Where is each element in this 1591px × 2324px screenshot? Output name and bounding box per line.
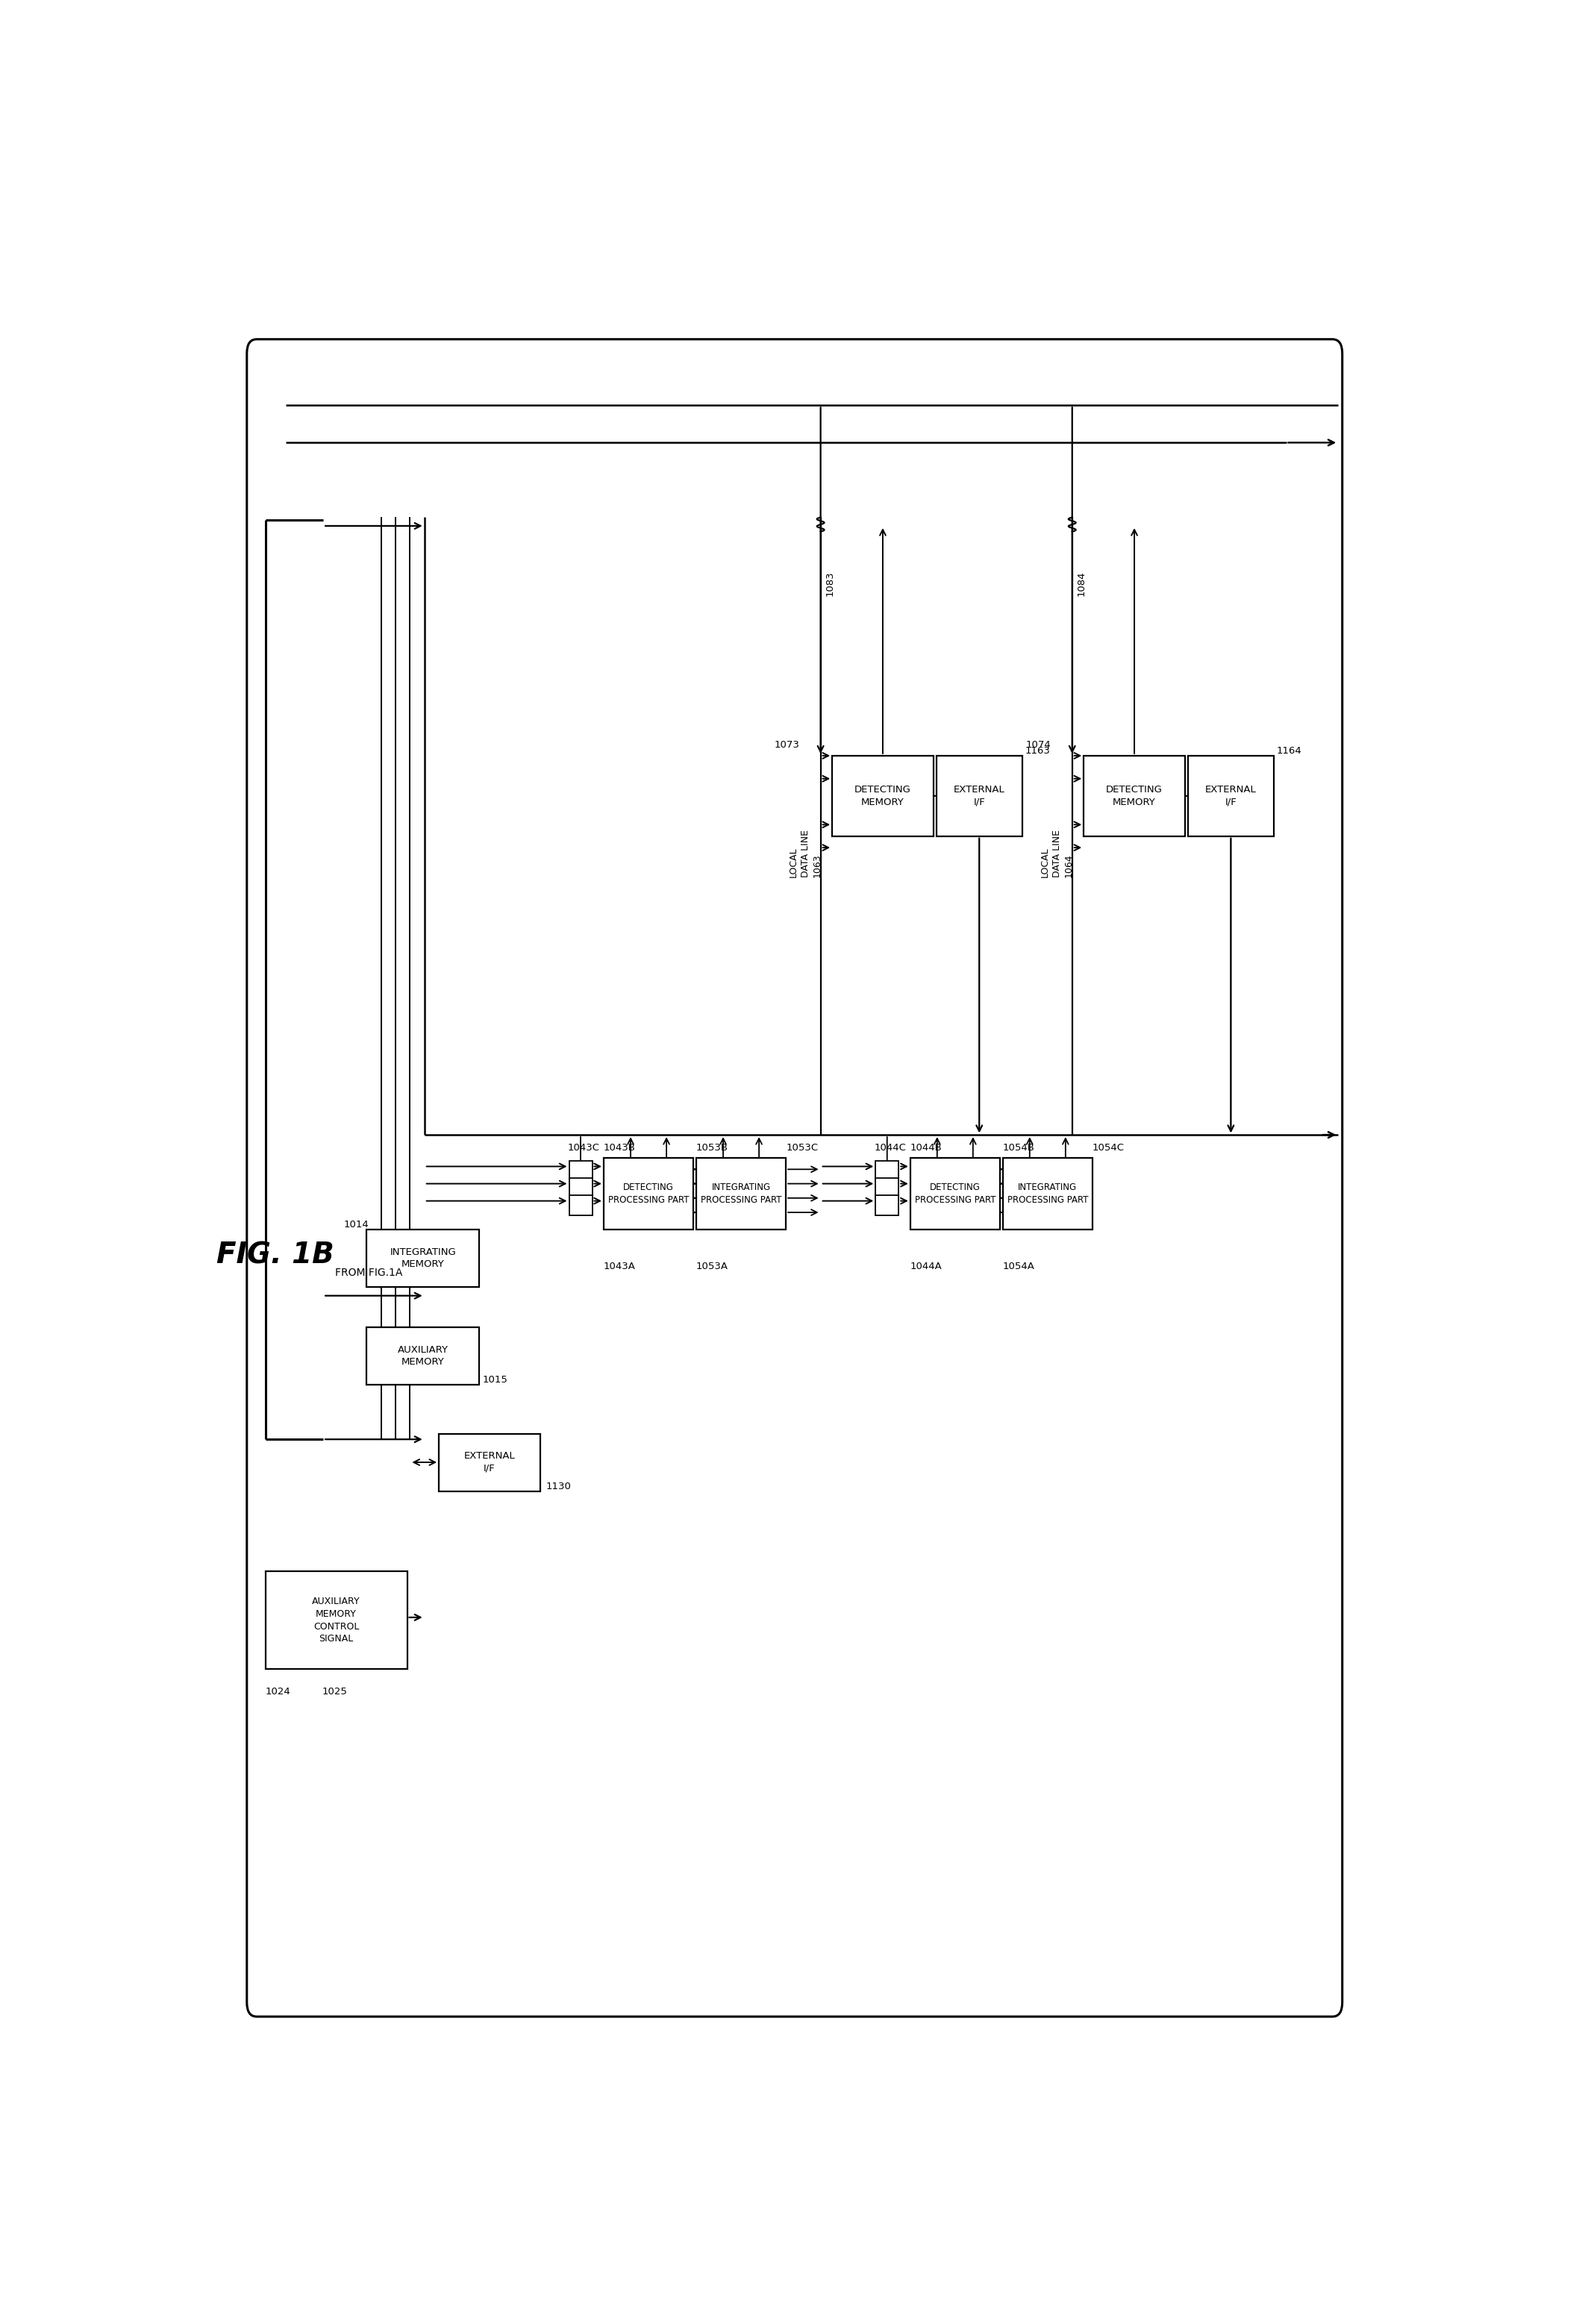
Text: 1164: 1164: [1276, 746, 1301, 755]
Bar: [603, 1157, 694, 1229]
Text: 1163: 1163: [1025, 746, 1050, 755]
Text: 1015: 1015: [482, 1376, 508, 1385]
Bar: [366, 1327, 479, 1385]
Bar: [1083, 755, 1185, 837]
Bar: [832, 755, 934, 837]
Bar: [1188, 755, 1274, 837]
Text: FIG. 1B: FIG. 1B: [216, 1241, 334, 1269]
Text: 1074: 1074: [1026, 741, 1052, 751]
Bar: [936, 755, 1023, 837]
Text: EXTERNAL
I/F: EXTERNAL I/F: [1206, 786, 1257, 806]
Bar: [875, 1160, 899, 1181]
Text: DETECTING
MEMORY: DETECTING MEMORY: [854, 786, 912, 806]
Text: 1024: 1024: [266, 1687, 291, 1697]
Text: LOCAL
DATA LINE
1063: LOCAL DATA LINE 1063: [789, 830, 823, 876]
Text: DETECTING
PROCESSING PART: DETECTING PROCESSING PART: [608, 1183, 689, 1204]
Bar: [570, 1178, 592, 1199]
Text: 1073: 1073: [775, 741, 800, 751]
Text: 1083: 1083: [826, 572, 835, 595]
Bar: [910, 1157, 999, 1229]
Text: 1054B: 1054B: [1002, 1143, 1034, 1153]
Text: 1014: 1014: [344, 1220, 369, 1229]
Text: DETECTING
PROCESSING PART: DETECTING PROCESSING PART: [915, 1183, 996, 1204]
Text: FROM FIG.1A: FROM FIG.1A: [334, 1267, 403, 1278]
Text: EXTERNAL
I/F: EXTERNAL I/F: [953, 786, 1006, 806]
Text: AUXILIARY
MEMORY
CONTROL
SIGNAL: AUXILIARY MEMORY CONTROL SIGNAL: [312, 1597, 360, 1643]
Bar: [875, 1195, 899, 1215]
Text: 1053B: 1053B: [697, 1143, 729, 1153]
Text: 1044C: 1044C: [875, 1143, 907, 1153]
Text: 1054C: 1054C: [1093, 1143, 1125, 1153]
Text: INTEGRATING
PROCESSING PART: INTEGRATING PROCESSING PART: [1007, 1183, 1088, 1204]
Bar: [1002, 1157, 1093, 1229]
Text: 1043C: 1043C: [568, 1143, 600, 1153]
Bar: [875, 1178, 899, 1199]
Text: 1053C: 1053C: [786, 1143, 818, 1153]
Bar: [570, 1195, 592, 1215]
Bar: [570, 1160, 592, 1181]
Text: EXTERNAL
I/F: EXTERNAL I/F: [465, 1450, 515, 1473]
Text: DETECTING
MEMORY: DETECTING MEMORY: [1106, 786, 1163, 806]
Bar: [697, 1157, 786, 1229]
Text: 1043A: 1043A: [603, 1262, 636, 1271]
Text: 1044B: 1044B: [910, 1143, 942, 1153]
Text: 1054A: 1054A: [1002, 1262, 1034, 1271]
Text: 1130: 1130: [546, 1480, 571, 1492]
Text: INTEGRATING
PROCESSING PART: INTEGRATING PROCESSING PART: [700, 1183, 781, 1204]
Bar: [439, 1434, 539, 1492]
Text: INTEGRATING
MEMORY: INTEGRATING MEMORY: [390, 1248, 457, 1269]
Bar: [366, 1229, 479, 1287]
Text: 1084: 1084: [1077, 572, 1087, 595]
Text: LOCAL
DATA LINE
1064: LOCAL DATA LINE 1064: [1041, 830, 1074, 876]
Bar: [266, 1571, 407, 1669]
Text: 1043B: 1043B: [603, 1143, 636, 1153]
Text: 1025: 1025: [321, 1687, 347, 1697]
Text: 1044A: 1044A: [910, 1262, 942, 1271]
Text: 1053A: 1053A: [697, 1262, 729, 1271]
Text: AUXILIARY
MEMORY: AUXILIARY MEMORY: [398, 1346, 449, 1367]
FancyBboxPatch shape: [247, 339, 1343, 2017]
